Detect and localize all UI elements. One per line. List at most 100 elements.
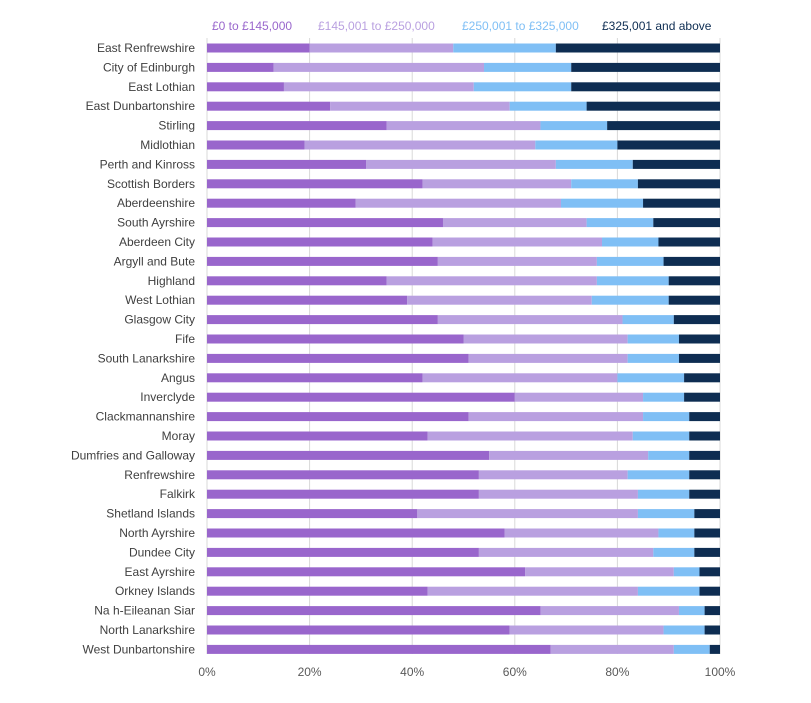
bar-segment-145-001-to-250-000 [309, 43, 454, 53]
category-label: Dundee City [129, 545, 195, 559]
x-tick-label: 0% [198, 665, 216, 679]
bar-segment-325-001-and-above [637, 179, 720, 189]
bar-segment-145-001-to-250-000 [509, 625, 664, 635]
bar-segment-145-001-to-250-000 [478, 489, 638, 499]
bar-segment-250-001-to-325-000 [540, 121, 608, 131]
bar-segment-0-to-145-000 [207, 353, 469, 363]
bar-segment-0-to-145-000 [207, 412, 469, 422]
bar-segment-250-001-to-325-000 [484, 62, 572, 72]
bar-segment-250-001-to-325-000 [627, 470, 690, 480]
bar-segment-250-001-to-325-000 [637, 509, 695, 519]
legend: £0 to £145,000 £145,001 to £250,000 £250,0… [212, 19, 712, 33]
bar-segment-325-001-and-above [689, 431, 720, 441]
bar-segment-145-001-to-250-000 [432, 237, 603, 247]
bar-segment-325-001-and-above [663, 256, 720, 266]
bar-segment-0-to-145-000 [207, 43, 310, 53]
bar-segment-0-to-145-000 [207, 237, 433, 247]
bar-segment-325-001-and-above [643, 198, 720, 208]
bar-segment-325-001-and-above [689, 489, 720, 499]
bar-segment-325-001-and-above [678, 334, 720, 344]
bar-segment-325-001-and-above [632, 159, 720, 169]
bar-segment-250-001-to-325-000 [602, 237, 659, 247]
bar-segment-250-001-to-325-000 [617, 373, 685, 383]
bar-segment-145-001-to-250-000 [550, 644, 674, 654]
bar-segment-145-001-to-250-000 [540, 606, 679, 616]
x-tick-label: 100% [705, 665, 736, 679]
bar-segment-250-001-to-325-000 [643, 392, 685, 402]
bar-segment-250-001-to-325-000 [555, 159, 633, 169]
bar-segment-325-001-and-above [668, 295, 720, 305]
category-label: Inverclyde [140, 390, 195, 404]
bar-segment-0-to-145-000 [207, 276, 387, 286]
bar-segment-250-001-to-325-000 [658, 528, 695, 538]
x-tick-label: 60% [503, 665, 527, 679]
bar-segment-0-to-145-000 [207, 586, 428, 596]
bar-segment-325-001-and-above [689, 450, 720, 460]
bar-segment-145-001-to-250-000 [366, 159, 556, 169]
category-label: South Lanarkshire [98, 351, 196, 365]
category-label: Falkirk [160, 487, 196, 501]
bar-segment-250-001-to-325-000 [596, 276, 669, 286]
bar-segment-145-001-to-250-000 [442, 218, 587, 228]
bar-segment-145-001-to-250-000 [304, 140, 536, 150]
bar-segment-0-to-145-000 [207, 198, 356, 208]
bar-segment-145-001-to-250-000 [417, 509, 638, 519]
bar-segment-145-001-to-250-000 [407, 295, 592, 305]
category-label: Scottish Borders [107, 177, 195, 191]
bars [207, 43, 720, 654]
legend-entry: £250,001 to £325,000 [462, 19, 579, 33]
bar-segment-0-to-145-000 [207, 509, 418, 519]
category-label: Shetland Islands [106, 507, 195, 521]
bar-segment-145-001-to-250-000 [463, 334, 628, 344]
bar-segment-145-001-to-250-000 [478, 470, 628, 480]
bar-segment-250-001-to-325-000 [663, 625, 705, 635]
bar-segment-250-001-to-325-000 [627, 353, 679, 363]
bar-segment-325-001-and-above [653, 218, 720, 228]
category-label: Angus [161, 371, 195, 385]
legend-entry: £325,001 and above [602, 19, 712, 33]
category-label: Fife [175, 332, 195, 346]
category-label: Glasgow City [124, 313, 195, 327]
bar-segment-325-001-and-above [607, 121, 720, 131]
bar-segment-325-001-and-above [694, 509, 720, 519]
bar-segment-0-to-145-000 [207, 159, 367, 169]
bar-segment-325-001-and-above [684, 392, 720, 402]
bar-segment-250-001-to-325-000 [591, 295, 669, 305]
bar-segment-0-to-145-000 [207, 101, 331, 111]
bar-segment-145-001-to-250-000 [525, 567, 674, 577]
bar-segment-250-001-to-325-000 [622, 315, 674, 325]
bar-segment-145-001-to-250-000 [514, 392, 644, 402]
bar-segment-0-to-145-000 [207, 82, 284, 92]
bar-segment-0-to-145-000 [207, 431, 428, 441]
bar-segment-0-to-145-000 [207, 373, 423, 383]
bar-segment-250-001-to-325-000 [473, 82, 572, 92]
category-label: East Renfrewshire [97, 41, 195, 55]
bar-segment-250-001-to-325-000 [673, 567, 700, 577]
category-label: North Lanarkshire [100, 623, 196, 637]
bar-segment-250-001-to-325-000 [648, 450, 690, 460]
bar-segment-325-001-and-above [668, 276, 720, 286]
bar-segment-145-001-to-250-000 [489, 450, 649, 460]
category-label: City of Edinburgh [103, 60, 195, 74]
x-tick-label: 20% [298, 665, 322, 679]
category-label: East Dunbartonshire [86, 99, 196, 113]
category-label: East Ayrshire [125, 565, 196, 579]
bar-segment-0-to-145-000 [207, 179, 423, 189]
bar-segment-250-001-to-325-000 [535, 140, 618, 150]
category-label: East Lothian [128, 80, 195, 94]
bar-segment-250-001-to-325-000 [643, 412, 690, 422]
bar-segment-0-to-145-000 [207, 295, 408, 305]
bar-segment-0-to-145-000 [207, 218, 443, 228]
category-label: Argyll and Bute [114, 254, 196, 268]
category-label: Aberdeenshire [117, 196, 195, 210]
bar-segment-145-001-to-250-000 [478, 547, 654, 557]
bar-segment-325-001-and-above [673, 315, 720, 325]
bar-segment-145-001-to-250-000 [355, 198, 561, 208]
category-label: Dumfries and Galloway [71, 448, 195, 462]
bar-segment-325-001-and-above [658, 237, 720, 247]
bar-segment-325-001-and-above [571, 62, 720, 72]
bar-segment-325-001-and-above [555, 43, 720, 53]
bar-segment-0-to-145-000 [207, 625, 510, 635]
category-label: West Lothian [125, 293, 195, 307]
bar-segment-250-001-to-325-000 [596, 256, 664, 266]
